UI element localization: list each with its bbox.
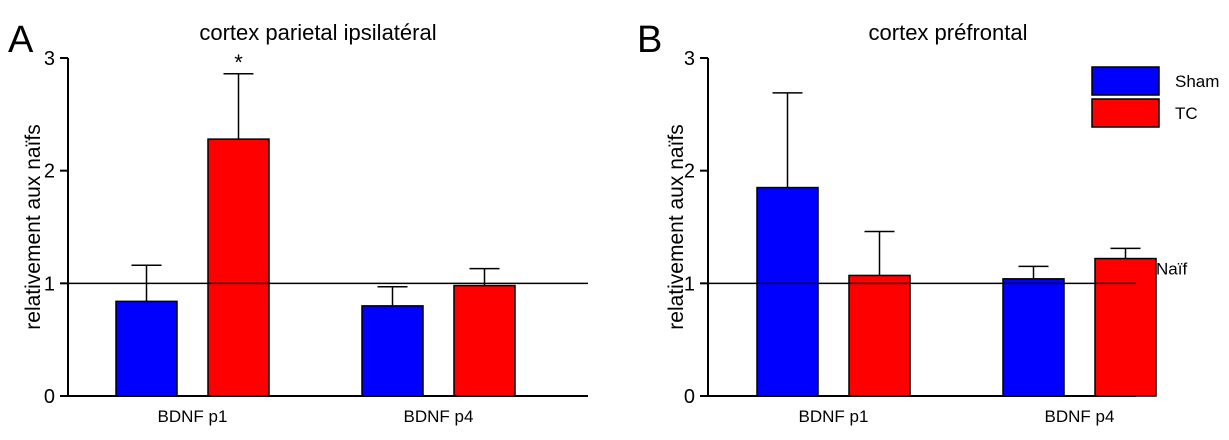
panel-letter: B (637, 19, 662, 61)
panel-letter: A (8, 19, 34, 61)
y-tick-label: 0 (684, 386, 695, 408)
bar (361, 305, 424, 397)
bar (453, 284, 516, 397)
panel-title: cortex parietal ipsilatéral (199, 20, 436, 45)
category-label: BDNF p4 (1045, 407, 1115, 426)
category-label: BDNF p1 (799, 407, 869, 426)
y-tick-label: 3 (44, 48, 55, 70)
y-tick-label: 2 (684, 161, 695, 183)
y-tick-label: 3 (684, 48, 695, 70)
y-tick-label: 1 (44, 273, 55, 295)
bar (115, 300, 178, 397)
bar (848, 274, 911, 397)
bar (1002, 278, 1065, 397)
legend-label: Sham (1175, 72, 1219, 91)
reference-line-label: Naïf (1156, 259, 1187, 278)
panel-title: cortex préfrontal (869, 20, 1028, 45)
legend: Sham TC (1091, 66, 1219, 128)
bar (756, 186, 819, 397)
y-tick-label: 0 (44, 386, 55, 408)
legend-swatch (1091, 66, 1160, 96)
y-tick-label: 2 (44, 161, 55, 183)
y-axis-label: relativement aux naïfs (22, 124, 45, 329)
bar (207, 138, 270, 397)
category-label: BDNF p1 (158, 407, 228, 426)
legend-label: TC (1175, 104, 1198, 123)
bar (1094, 257, 1157, 397)
y-axis-label: relativement aux naïfs (665, 124, 688, 329)
legend-swatch (1091, 98, 1160, 128)
category-label: BDNF p4 (404, 407, 474, 426)
y-tick-label: 1 (684, 273, 695, 295)
significance-star: * (234, 50, 243, 75)
